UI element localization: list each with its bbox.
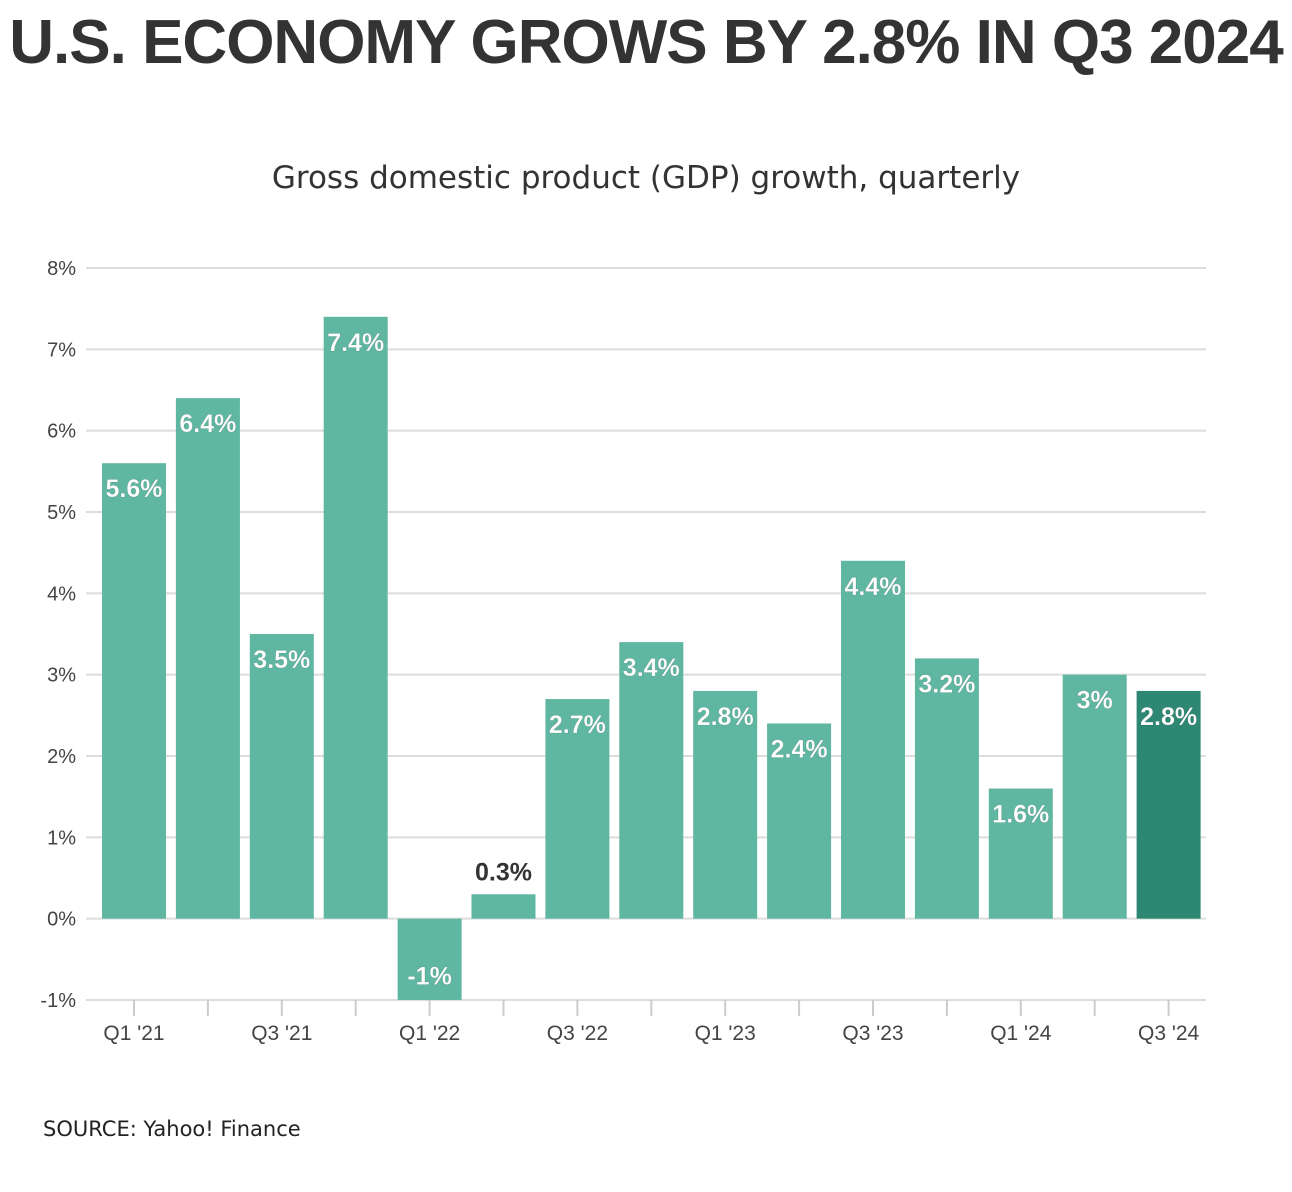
data-label: 2.8%: [697, 703, 754, 731]
data-label: 5.6%: [106, 475, 163, 503]
y-tick-label: 2%: [47, 746, 76, 768]
y-tick-label: 1%: [47, 827, 76, 849]
y-tick-label: 6%: [47, 421, 76, 443]
data-label: 3%: [1077, 687, 1113, 715]
bar: [767, 723, 832, 919]
data-label: 0.3%: [475, 858, 532, 886]
bar: [545, 699, 610, 919]
chart-subtitle: Gross domestic product (GDP) growth, qua…: [271, 160, 1021, 196]
data-label: 3.2%: [918, 670, 975, 698]
x-tick-label: Q1 '23: [695, 1022, 756, 1045]
bar: [693, 690, 758, 919]
x-tick-label: Q1 '21: [103, 1022, 164, 1045]
data-label: 4.4%: [845, 573, 902, 601]
y-tick-label: 3%: [47, 665, 76, 687]
data-label: 3.5%: [253, 646, 310, 674]
y-tick-label: 4%: [47, 583, 76, 605]
x-tick-label: Q3 '24: [1138, 1022, 1200, 1045]
bar: [619, 642, 684, 919]
bar: [175, 398, 240, 919]
bar: [249, 634, 314, 919]
bar: [988, 788, 1053, 919]
bar: [471, 894, 536, 919]
data-label: 6.4%: [179, 410, 236, 438]
source-note: SOURCE: Yahoo! Finance: [43, 1117, 301, 1141]
data-label: 2.4%: [771, 735, 828, 763]
data-label: 2.7%: [549, 711, 606, 739]
data-label: 7.4%: [327, 329, 384, 357]
data-label: 3.4%: [623, 654, 680, 682]
data-label: -1%: [407, 963, 451, 991]
x-tick-label: Q3 '23: [842, 1022, 903, 1045]
data-label: 2.8%: [1140, 703, 1197, 731]
bar: [102, 463, 166, 919]
data-label: 1.6%: [992, 801, 1049, 829]
y-tick-label: 5%: [47, 502, 76, 524]
x-tick-label: Q3 '22: [547, 1022, 608, 1045]
x-tick-label: Q1 '22: [399, 1022, 460, 1045]
bar: [1136, 690, 1201, 919]
y-tick-label: 8%: [47, 258, 76, 280]
bar: [914, 658, 979, 919]
bar: [841, 560, 905, 919]
x-tick-label: Q1 '24: [990, 1022, 1052, 1045]
chart-title: U.S. ECONOMY GROWS BY 2.8% IN Q3 2024: [9, 8, 1283, 77]
y-tick-label: -1%: [40, 990, 76, 1012]
bar: [397, 918, 462, 1000]
bar: [1062, 674, 1127, 919]
bar: [323, 316, 388, 919]
y-tick-label: 0%: [47, 909, 76, 931]
x-tick-label: Q3 '21: [251, 1022, 312, 1045]
y-tick-label: 7%: [47, 339, 76, 361]
